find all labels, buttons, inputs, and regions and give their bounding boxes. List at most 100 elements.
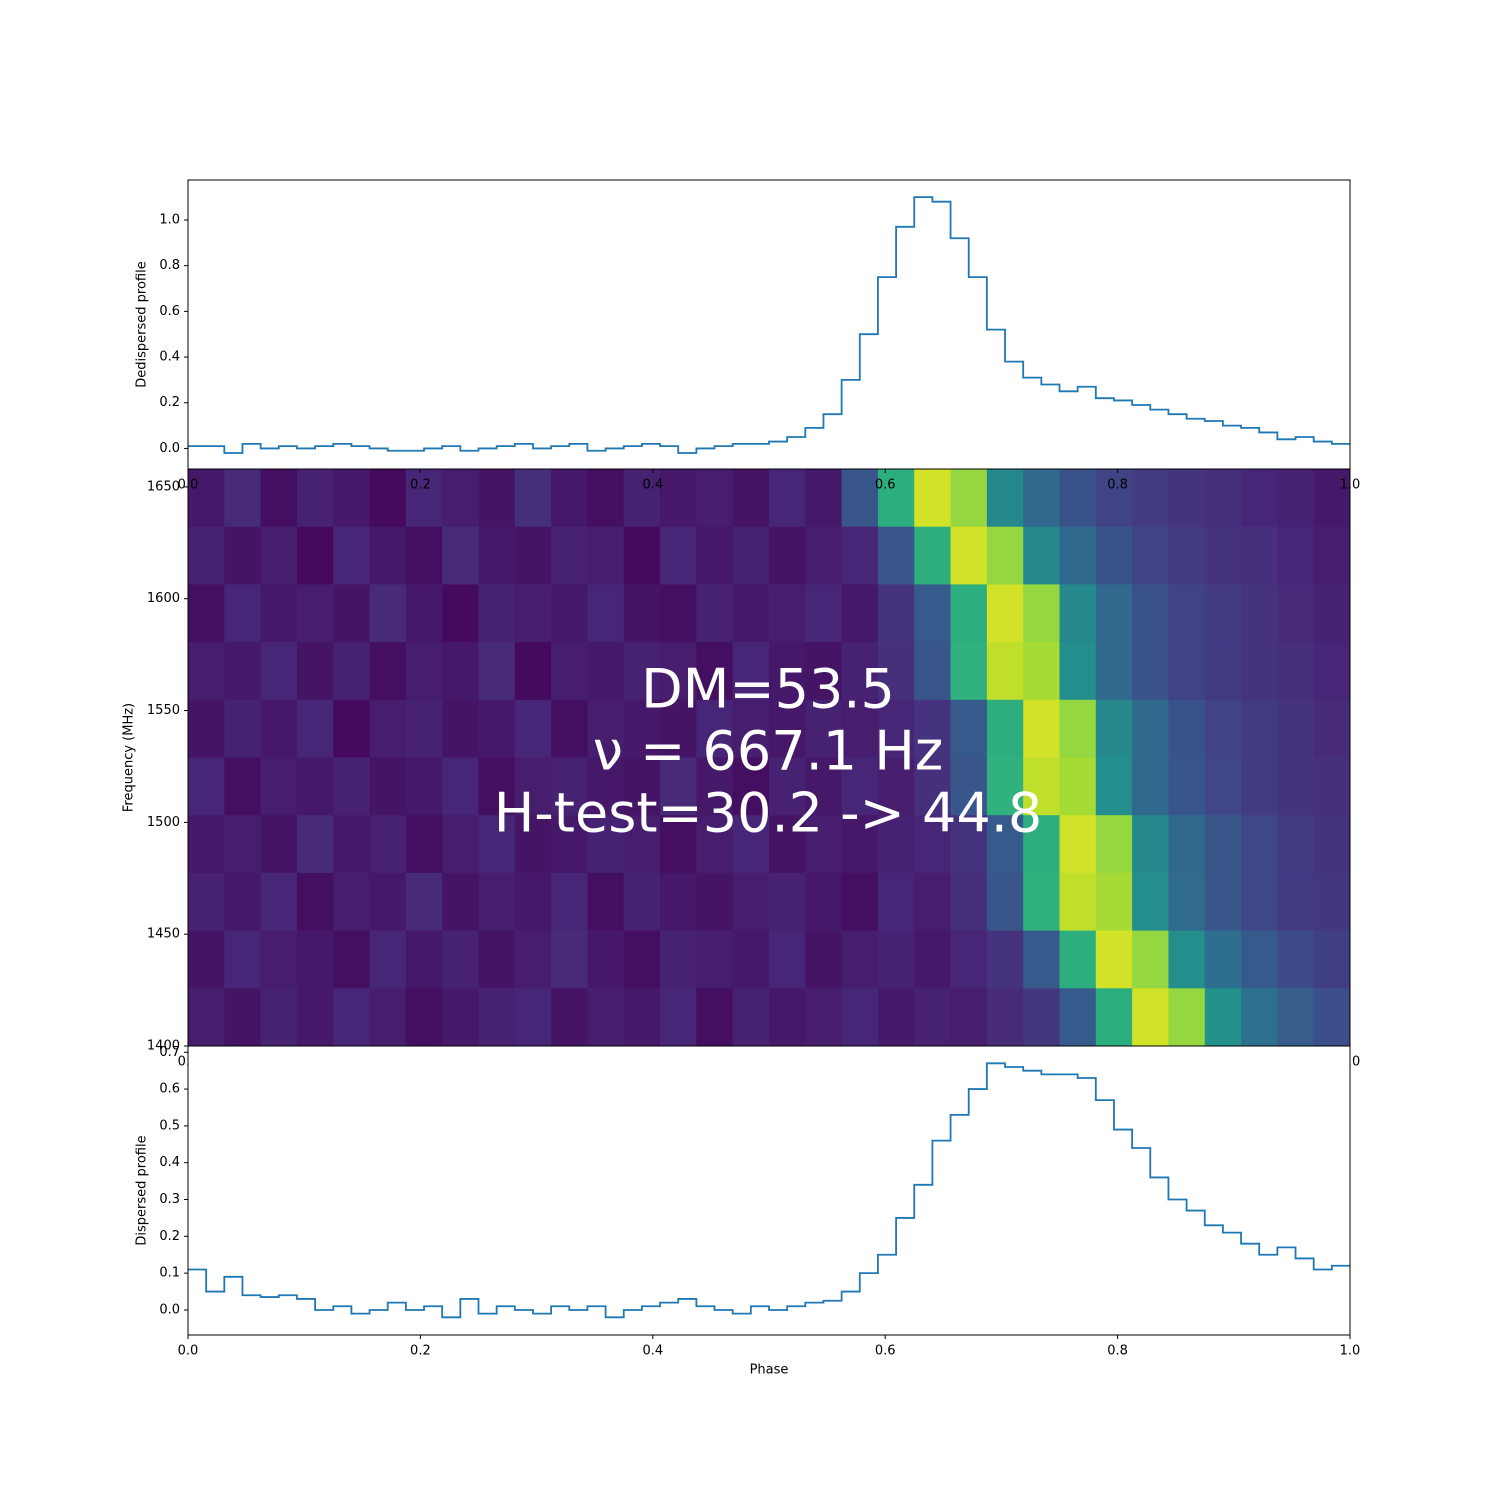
heat-cell bbox=[877, 469, 915, 528]
heat-cell bbox=[805, 469, 843, 528]
heat-cell bbox=[442, 872, 479, 932]
heat-cell bbox=[514, 815, 552, 874]
heat-cell bbox=[1204, 584, 1242, 643]
heat-cell bbox=[1313, 872, 1351, 932]
heat-cell bbox=[188, 526, 225, 585]
heat-cell bbox=[260, 815, 298, 874]
heat-cell bbox=[260, 526, 298, 585]
heat-cell bbox=[478, 872, 516, 932]
heat-cell bbox=[514, 988, 552, 1047]
x-tick-label: 0.0 bbox=[178, 478, 199, 493]
heat-cell bbox=[260, 872, 298, 932]
heat-cell bbox=[841, 988, 879, 1047]
heat-cell bbox=[841, 815, 879, 874]
heat-cell bbox=[514, 757, 552, 816]
heat-cell bbox=[1168, 699, 1206, 758]
heat-cell bbox=[514, 699, 552, 758]
y-tick-label: 0.0 bbox=[159, 1302, 180, 1317]
annotation: ν = 667.1 Hz bbox=[593, 720, 943, 783]
axes-frame bbox=[187, 179, 1351, 470]
heat-cell bbox=[623, 642, 661, 701]
heat-cell bbox=[877, 699, 915, 758]
x-tick-label: 0.6 bbox=[875, 478, 896, 493]
heat-cell bbox=[623, 872, 661, 932]
heat-cell bbox=[1313, 930, 1351, 989]
heat-cell bbox=[660, 757, 697, 816]
heat-cell bbox=[1241, 642, 1278, 701]
heat-cell bbox=[333, 757, 371, 816]
heat-cell bbox=[841, 757, 879, 816]
heat-cell bbox=[1132, 526, 1169, 585]
heat-cell bbox=[224, 642, 262, 701]
heat-cell bbox=[551, 469, 588, 528]
heat-cell bbox=[296, 930, 334, 989]
y-tick-label: 1600 bbox=[147, 591, 180, 606]
heat-cell bbox=[1059, 757, 1097, 816]
heat-cell bbox=[478, 988, 516, 1047]
heat-cell bbox=[260, 930, 298, 989]
heat-cell bbox=[1023, 469, 1060, 528]
heat-cell bbox=[769, 988, 806, 1047]
heat-cell bbox=[188, 469, 225, 528]
heat-cell bbox=[1023, 872, 1060, 932]
heat-cell bbox=[1168, 526, 1206, 585]
heat-cell bbox=[188, 930, 225, 989]
heat-cell bbox=[914, 584, 952, 643]
y-tick-label: 0.5 bbox=[159, 1118, 180, 1133]
heat-cell bbox=[1059, 584, 1097, 643]
heat-cell bbox=[1204, 872, 1242, 932]
heat-cell bbox=[442, 699, 479, 758]
x-tick-label: 0.2 bbox=[410, 478, 431, 493]
heat-cell bbox=[696, 526, 734, 585]
heat-cell bbox=[732, 930, 770, 989]
heat-cell bbox=[1204, 815, 1242, 874]
x-tick-label: 0.4 bbox=[642, 1344, 663, 1359]
heat-cell bbox=[405, 526, 443, 585]
heat-cell bbox=[587, 757, 625, 816]
heat-cell bbox=[224, 699, 262, 758]
heat-cell bbox=[478, 469, 516, 528]
heat-cell bbox=[369, 757, 407, 816]
heat-cell bbox=[877, 815, 915, 874]
heat-cell bbox=[1204, 988, 1242, 1047]
heat-cell bbox=[1277, 988, 1315, 1047]
heat-cell bbox=[623, 584, 661, 643]
heat-cell bbox=[1132, 930, 1169, 989]
heat-cell bbox=[514, 930, 552, 989]
heat-cell bbox=[1168, 642, 1206, 701]
heat-cell bbox=[805, 757, 843, 816]
y-tick-label: 1650 bbox=[147, 479, 180, 494]
y-tick-label: 0.4 bbox=[159, 1155, 180, 1170]
heat-cell bbox=[986, 988, 1024, 1047]
heat-cell bbox=[696, 757, 734, 816]
heat-cell bbox=[514, 584, 552, 643]
x-tick-label: 0.6 bbox=[875, 1344, 896, 1359]
heat-cell bbox=[623, 815, 661, 874]
heat-cell bbox=[369, 584, 407, 643]
heat-cell bbox=[1095, 872, 1133, 932]
heat-cell bbox=[805, 699, 843, 758]
heat-cell bbox=[551, 584, 588, 643]
heat-cell bbox=[769, 815, 806, 874]
heat-cell bbox=[732, 584, 770, 643]
y-tick-label: 0.3 bbox=[159, 1192, 180, 1207]
heat-cell bbox=[1241, 930, 1278, 989]
heat-cell bbox=[986, 815, 1024, 874]
heat-cell bbox=[805, 526, 843, 585]
heat-cell bbox=[1095, 815, 1133, 874]
heat-cell bbox=[333, 699, 371, 758]
heat-cell bbox=[732, 815, 770, 874]
heat-cell bbox=[877, 642, 915, 701]
heat-cell bbox=[1313, 526, 1351, 585]
y-tick-label: 0.6 bbox=[159, 1082, 180, 1097]
heat-cell bbox=[333, 930, 371, 989]
heat-cell bbox=[914, 757, 952, 816]
x-tick-label: 0.0 bbox=[178, 1344, 199, 1359]
heat-cell bbox=[333, 988, 371, 1047]
heat-cell bbox=[805, 930, 843, 989]
heat-cell bbox=[623, 988, 661, 1047]
heat-cell bbox=[986, 642, 1024, 701]
heat-cell bbox=[405, 469, 443, 528]
heat-cell bbox=[188, 699, 225, 758]
